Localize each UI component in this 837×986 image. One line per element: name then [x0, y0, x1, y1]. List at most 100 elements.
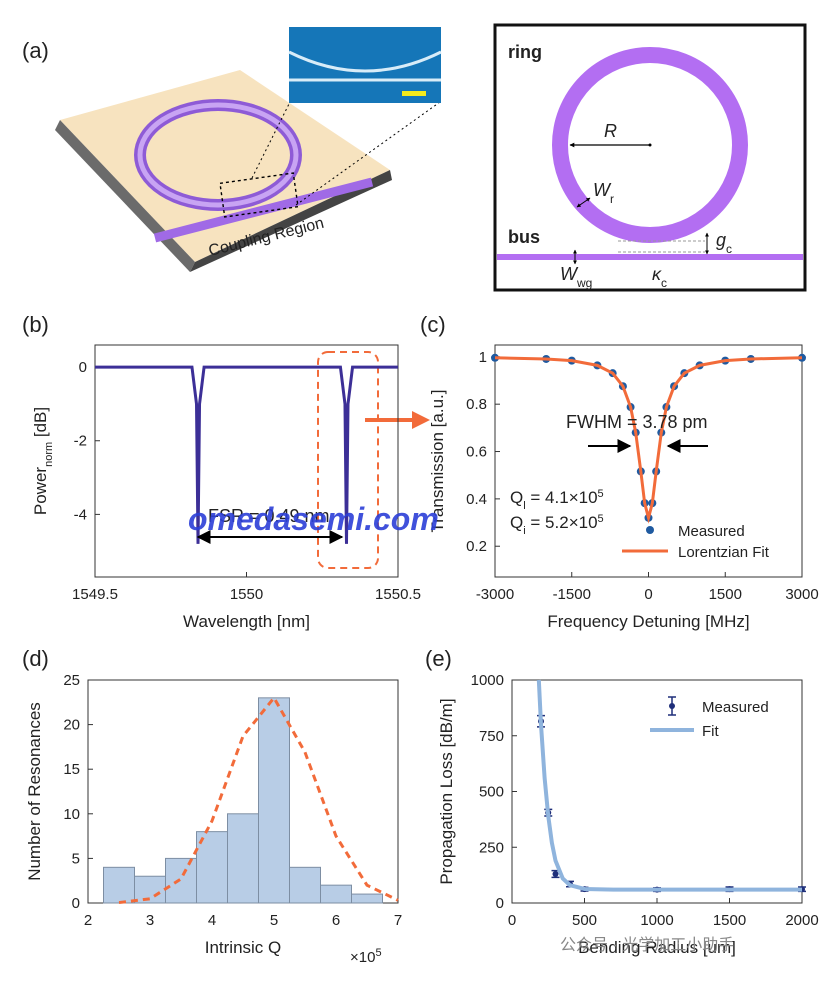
text-part: ×10: [350, 949, 375, 966]
x-tick-label: 6: [332, 912, 340, 929]
subscript: r: [610, 192, 614, 206]
text-part: Power: [31, 467, 50, 516]
series-line: [95, 365, 398, 544]
x-tick-label: 1549.5: [72, 586, 118, 603]
y-tick-label: -4: [74, 506, 87, 523]
symbol: W: [593, 180, 612, 200]
legend-label: Lorentzian Fit: [678, 544, 770, 561]
superscript: 5: [598, 488, 604, 500]
symbol: W: [560, 264, 579, 284]
histogram-bar: [320, 884, 352, 904]
q-intrinsic-label: Qi = 5.2×105: [510, 513, 604, 537]
subscript: wg: [576, 276, 592, 290]
histogram-bar: [227, 813, 259, 904]
y-tick-label: 0.2: [466, 538, 487, 555]
plot-frame: [494, 344, 803, 578]
x-tick-label: 1550.5: [375, 586, 421, 603]
y-tick-label: 0.6: [466, 444, 487, 461]
x-axis-label: Intrinsic Q: [205, 938, 282, 957]
waveguide-width-label: Wwg: [560, 264, 592, 290]
symbol: κ: [652, 264, 662, 284]
x-tick-label: 7: [394, 912, 402, 929]
y-tick-label: 15: [63, 761, 80, 778]
x-axis-label: Frequency Detuning [MHz]: [547, 612, 749, 631]
panel-label: (e): [425, 646, 452, 671]
x-tick-label: 2000: [785, 912, 818, 929]
bus-label: bus: [508, 227, 540, 247]
panel-label: (a): [22, 38, 49, 63]
x-tick-label: 4: [208, 912, 216, 929]
zoom-arrow-head: [412, 411, 430, 429]
superscript: 5: [598, 513, 604, 525]
text-part: Propagation Loss [dB/m]: [437, 698, 456, 884]
text-part: Transmission [a.u.]: [428, 390, 447, 533]
x-exponent: ×105: [350, 947, 382, 966]
x-tick-label: 500: [572, 912, 597, 929]
y-tick-label: 0: [496, 895, 504, 912]
legend-label: Fit: [702, 723, 719, 740]
symbol: g: [716, 230, 726, 250]
radius-label: R: [604, 121, 617, 141]
superscript: 5: [375, 947, 381, 959]
y-axis-label: Propagation Loss [dB/m]: [437, 698, 456, 884]
text-part: Q: [510, 513, 523, 532]
y-axis-label: Number of Resonances: [25, 702, 44, 881]
x-tick-label: -3000: [476, 586, 514, 603]
series-line: [118, 695, 399, 905]
x-axis-label: Wavelength [nm]: [183, 612, 310, 631]
x-tick-label: 3000: [785, 586, 818, 603]
legend-marker: [646, 526, 654, 534]
y-tick-label: 1000: [471, 672, 504, 689]
y-tick-label: 1: [479, 349, 487, 366]
subscript: l: [523, 500, 525, 512]
x-tick-label: 5: [270, 912, 278, 929]
watermark: 公众号 · 光学加工小助手: [560, 936, 734, 954]
q-loaded-label: Ql = 4.1×105: [510, 488, 604, 512]
subscript: c: [661, 276, 667, 290]
x-tick-label: 1500: [709, 586, 742, 603]
panel-label: (b): [22, 312, 49, 337]
panel-label: (c): [420, 312, 446, 337]
subscript: c: [726, 242, 732, 256]
x-tick-label: 2: [84, 912, 92, 929]
text-part: Number of Resonances: [25, 702, 44, 881]
legend-label: Measured: [678, 523, 745, 540]
x-axis-label: Bending Radius [um]: [578, 938, 736, 957]
x-tick-label: 1000: [640, 912, 673, 929]
text-part: Q: [510, 488, 523, 507]
y-tick-label: 0.4: [466, 491, 487, 508]
y-tick-label: 250: [479, 839, 504, 856]
y-tick-label: 0.8: [466, 396, 487, 413]
subscript: i: [523, 525, 525, 537]
text-part: = 4.1×10: [526, 488, 598, 507]
y-tick-label: 25: [63, 672, 80, 689]
y-tick-label: -2: [74, 433, 87, 450]
histogram-bar: [134, 875, 166, 904]
legend-label: Measured: [702, 699, 769, 716]
x-tick-label: -1500: [553, 586, 591, 603]
y-tick-label: 10: [63, 806, 80, 823]
histogram-bar: [165, 857, 197, 904]
y-tick-label: 750: [479, 728, 504, 745]
histogram-bar: [289, 866, 321, 904]
ring-width-label: Wr: [593, 180, 614, 206]
data-point: [552, 871, 559, 878]
ring-label: ring: [508, 42, 542, 62]
text-part: [dB]: [31, 407, 50, 442]
histogram-bar: [258, 697, 290, 904]
y-tick-label: 0: [79, 359, 87, 376]
chip-illustration: [55, 27, 442, 272]
histogram-bar: [196, 831, 228, 904]
y-axis-label: Transmission [a.u.]: [428, 390, 447, 533]
text-part: = 5.2×10: [526, 513, 598, 532]
coupling-coefficient-label: κc: [652, 264, 667, 290]
histogram-bar: [103, 866, 135, 904]
x-tick-label: 0: [508, 912, 516, 929]
y-tick-label: 20: [63, 717, 80, 734]
gap-label: gc: [716, 230, 732, 256]
y-tick-label: 0: [72, 895, 80, 912]
y-axis-label: Powernorm [dB]: [31, 407, 55, 515]
x-tick-label: 1550: [230, 586, 263, 603]
x-tick-label: 0: [644, 586, 652, 603]
